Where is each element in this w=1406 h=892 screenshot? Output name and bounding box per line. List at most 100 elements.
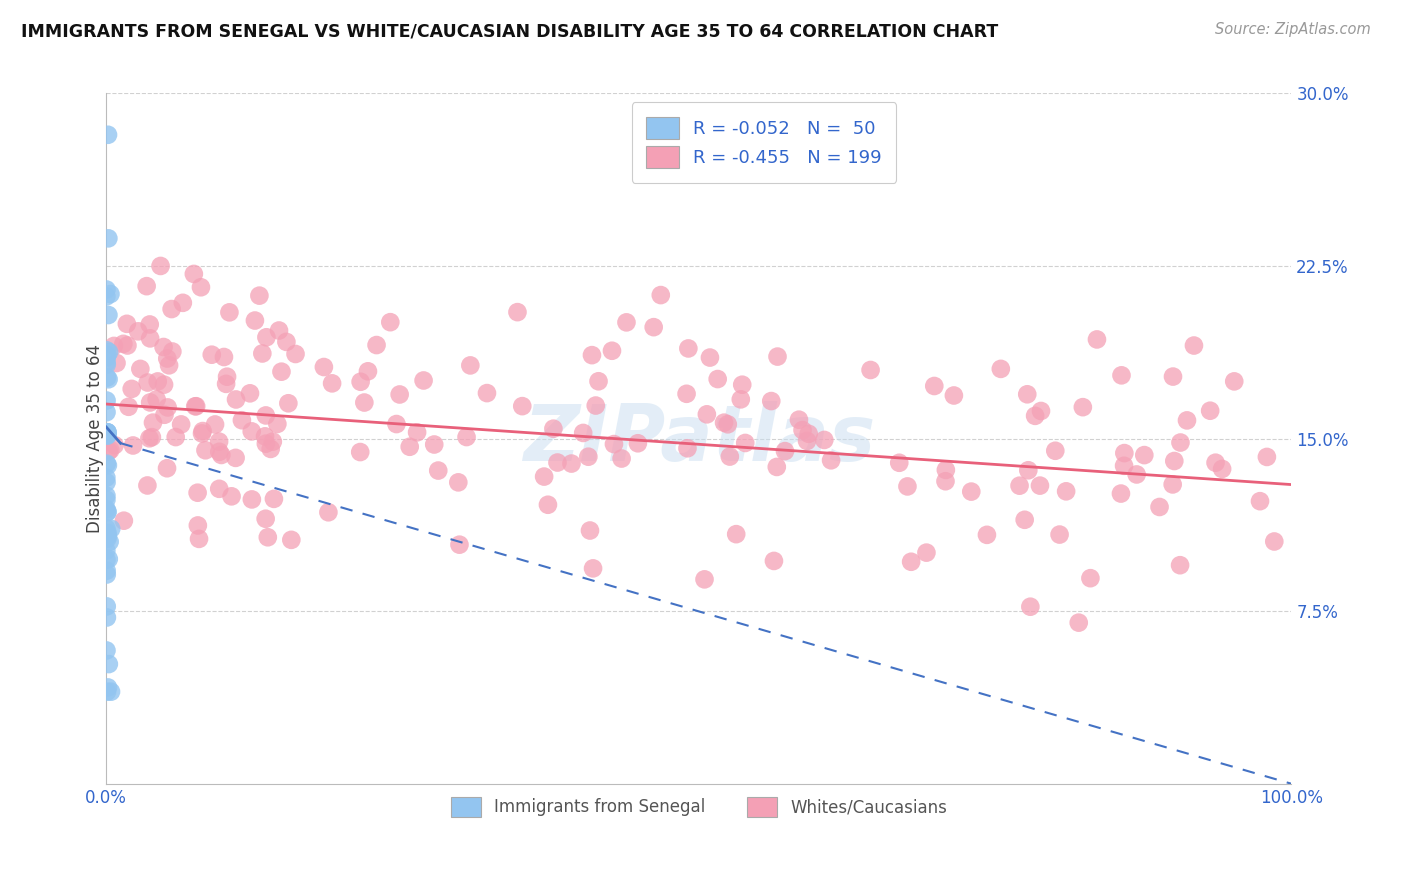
Point [208, 445, 231, 459]
Point [792, 423, 814, 437]
Point [212, 350, 235, 364]
Point [100, 287, 122, 301]
Point [537, 498, 560, 512]
Point [460, 359, 482, 373]
Point [1199, 403, 1222, 417]
Point [105, 356, 128, 370]
Point [96, 425, 118, 440]
Point [231, 413, 253, 427]
Point [97, 552, 120, 566]
Point [98, 534, 121, 549]
Point [1211, 462, 1233, 476]
Point [254, 436, 277, 450]
Point [96, 427, 118, 442]
Point [156, 461, 179, 475]
Text: IMMIGRANTS FROM SENEGAL VS WHITE/CAUCASIAN DISABILITY AGE 35 TO 64 CORRELATION C: IMMIGRANTS FROM SENEGAL VS WHITE/CAUCASI… [21, 22, 998, 40]
Point [693, 573, 716, 587]
Point [706, 372, 728, 386]
Point [449, 538, 471, 552]
Point [172, 295, 194, 310]
Point [1111, 368, 1133, 383]
Point [1029, 478, 1052, 492]
Point [423, 437, 446, 451]
Point [152, 340, 174, 354]
Point [96, 355, 118, 369]
Point [96, 505, 118, 519]
Point [581, 348, 603, 362]
Point [412, 374, 434, 388]
Point [762, 554, 785, 568]
Point [96, 532, 118, 546]
Point [103, 339, 125, 353]
Y-axis label: Disability Age 35 to 64: Disability Age 35 to 64 [86, 344, 104, 533]
Point [153, 408, 176, 422]
Point [349, 445, 371, 459]
Point [813, 433, 835, 447]
Point [104, 438, 127, 452]
Point [312, 359, 335, 374]
Point [787, 412, 810, 426]
Point [97, 308, 120, 322]
Point [96, 470, 118, 484]
Point [115, 317, 138, 331]
Point [546, 456, 568, 470]
Point [1024, 409, 1046, 423]
Point [889, 456, 911, 470]
Point [136, 478, 159, 492]
Point [96, 505, 118, 519]
Point [915, 546, 938, 560]
Point [896, 479, 918, 493]
Point [447, 475, 470, 490]
Point [215, 369, 238, 384]
Point [766, 350, 789, 364]
Point [796, 434, 818, 448]
Point [1249, 494, 1271, 508]
Point [96, 543, 118, 558]
Point [208, 434, 231, 449]
Point [97, 231, 120, 245]
Point [284, 347, 307, 361]
Point [713, 416, 735, 430]
Point [127, 324, 149, 338]
Point [1008, 478, 1031, 492]
Point [112, 336, 135, 351]
Point [1149, 500, 1171, 514]
Legend: Immigrants from Senegal, Whites/Caucasians: Immigrants from Senegal, Whites/Caucasia… [444, 790, 953, 823]
Point [1182, 338, 1205, 352]
Point [146, 375, 169, 389]
Point [675, 386, 697, 401]
Point [165, 430, 187, 444]
Point [510, 399, 533, 413]
Point [427, 464, 450, 478]
Point [1054, 484, 1077, 499]
Point [201, 348, 224, 362]
Point [96, 643, 118, 657]
Point [96, 564, 118, 578]
Point [262, 434, 284, 449]
Point [533, 469, 555, 483]
Point [129, 362, 152, 376]
Point [240, 425, 263, 439]
Point [277, 396, 299, 410]
Point [96, 567, 118, 582]
Point [183, 267, 205, 281]
Point [900, 555, 922, 569]
Point [215, 376, 238, 391]
Point [797, 426, 820, 441]
Point [267, 324, 290, 338]
Point [121, 382, 143, 396]
Point [96, 552, 118, 566]
Point [603, 437, 626, 451]
Point [135, 279, 157, 293]
Point [96, 405, 118, 419]
Point [1263, 534, 1285, 549]
Point [934, 475, 956, 489]
Point [96, 684, 118, 698]
Point [243, 313, 266, 327]
Point [1067, 615, 1090, 630]
Point [1080, 571, 1102, 585]
Point [98, 443, 121, 458]
Point [1175, 413, 1198, 427]
Point [773, 444, 796, 458]
Point [142, 416, 165, 430]
